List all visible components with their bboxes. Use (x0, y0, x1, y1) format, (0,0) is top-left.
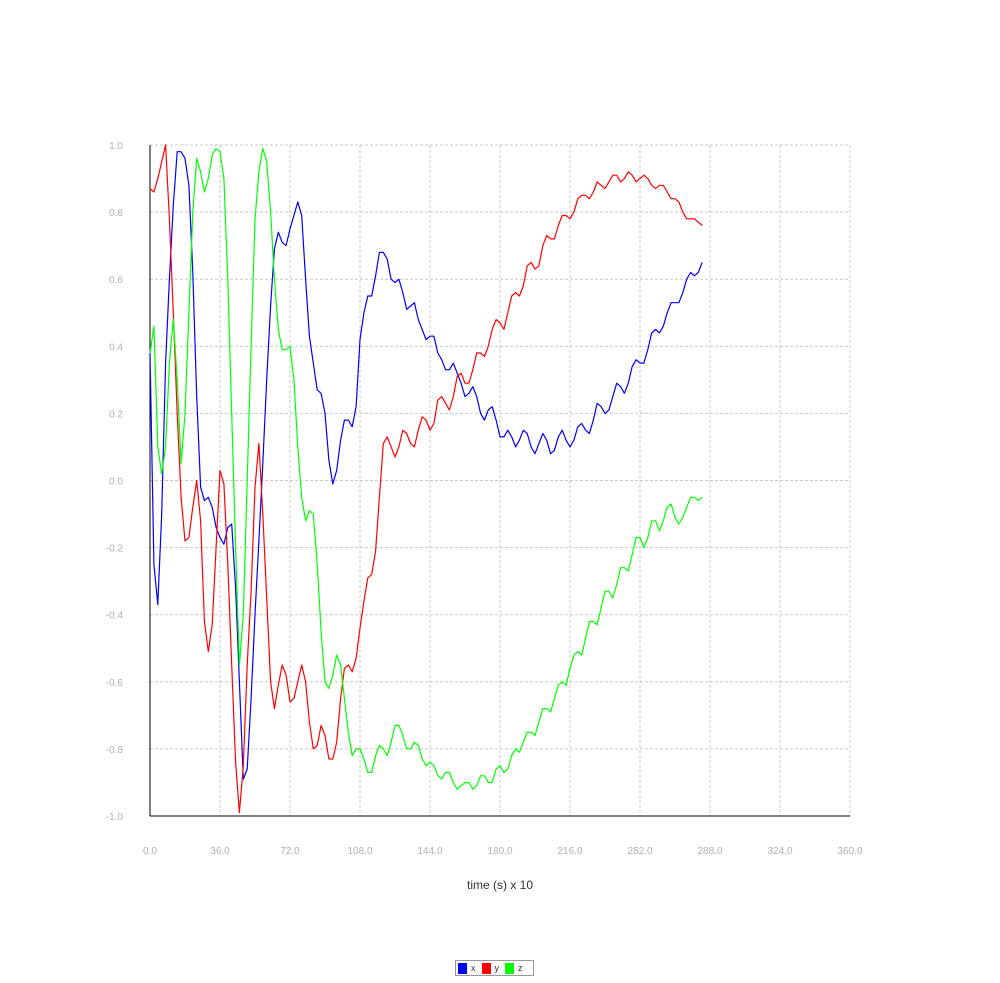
y-tick-label: -0.4 (106, 611, 124, 622)
y-tick-label: -0.2 (106, 544, 124, 555)
legend-item-y: y (481, 962, 500, 974)
legend-item-x: x (458, 962, 476, 974)
x-tick-label: 0.0 (143, 846, 157, 857)
x-tick-label: 108.0 (347, 846, 372, 857)
y-tick-label: 0.2 (109, 409, 123, 420)
y-tick-label: -0.8 (106, 745, 124, 756)
legend-swatch (458, 962, 467, 974)
legend-label: x (471, 963, 476, 973)
legend-swatch (481, 962, 491, 974)
tick-labels: 0.0 36.0 72.0 108.0 144.0 180.0 216.0 252.0 288.… (106, 141, 863, 857)
legend-swatch (505, 962, 514, 974)
y-tick-label: -1.0 (106, 812, 124, 823)
x-tick-label: 144.0 (417, 846, 442, 857)
x-tick-label: 324.0 (767, 846, 792, 857)
legend: x y z (455, 960, 534, 976)
legend-label: y (494, 963, 500, 973)
x-tick-label: 180.0 (487, 846, 512, 857)
x-tick-label: 252.0 (627, 846, 652, 857)
series-line-z (149, 147, 703, 790)
x-tick-label: 288.0 (697, 846, 722, 857)
x-tick-label: 36.0 (210, 846, 230, 857)
axes (149, 145, 850, 817)
legend-label: z (518, 963, 523, 973)
x-axis-title: time (s) x 10 (467, 878, 533, 892)
legend-item-z: z (505, 962, 523, 974)
x-tick-label: 216.0 (557, 846, 582, 857)
y-tick-label: 0.0 (109, 477, 123, 488)
y-tick-label: 0.4 (109, 342, 123, 353)
y-tick-label: 1.0 (109, 141, 123, 152)
x-tick-label: 72.0 (280, 846, 300, 857)
y-tick-label: 0.8 (109, 208, 123, 219)
series-line-x (149, 151, 703, 780)
series-lines (149, 144, 703, 814)
grid (150, 144, 851, 816)
y-tick-label: -0.6 (106, 678, 124, 689)
y-tick-label: 0.6 (109, 275, 123, 286)
series-line-y (149, 144, 703, 814)
x-tick-label: 360.0 (837, 846, 862, 857)
